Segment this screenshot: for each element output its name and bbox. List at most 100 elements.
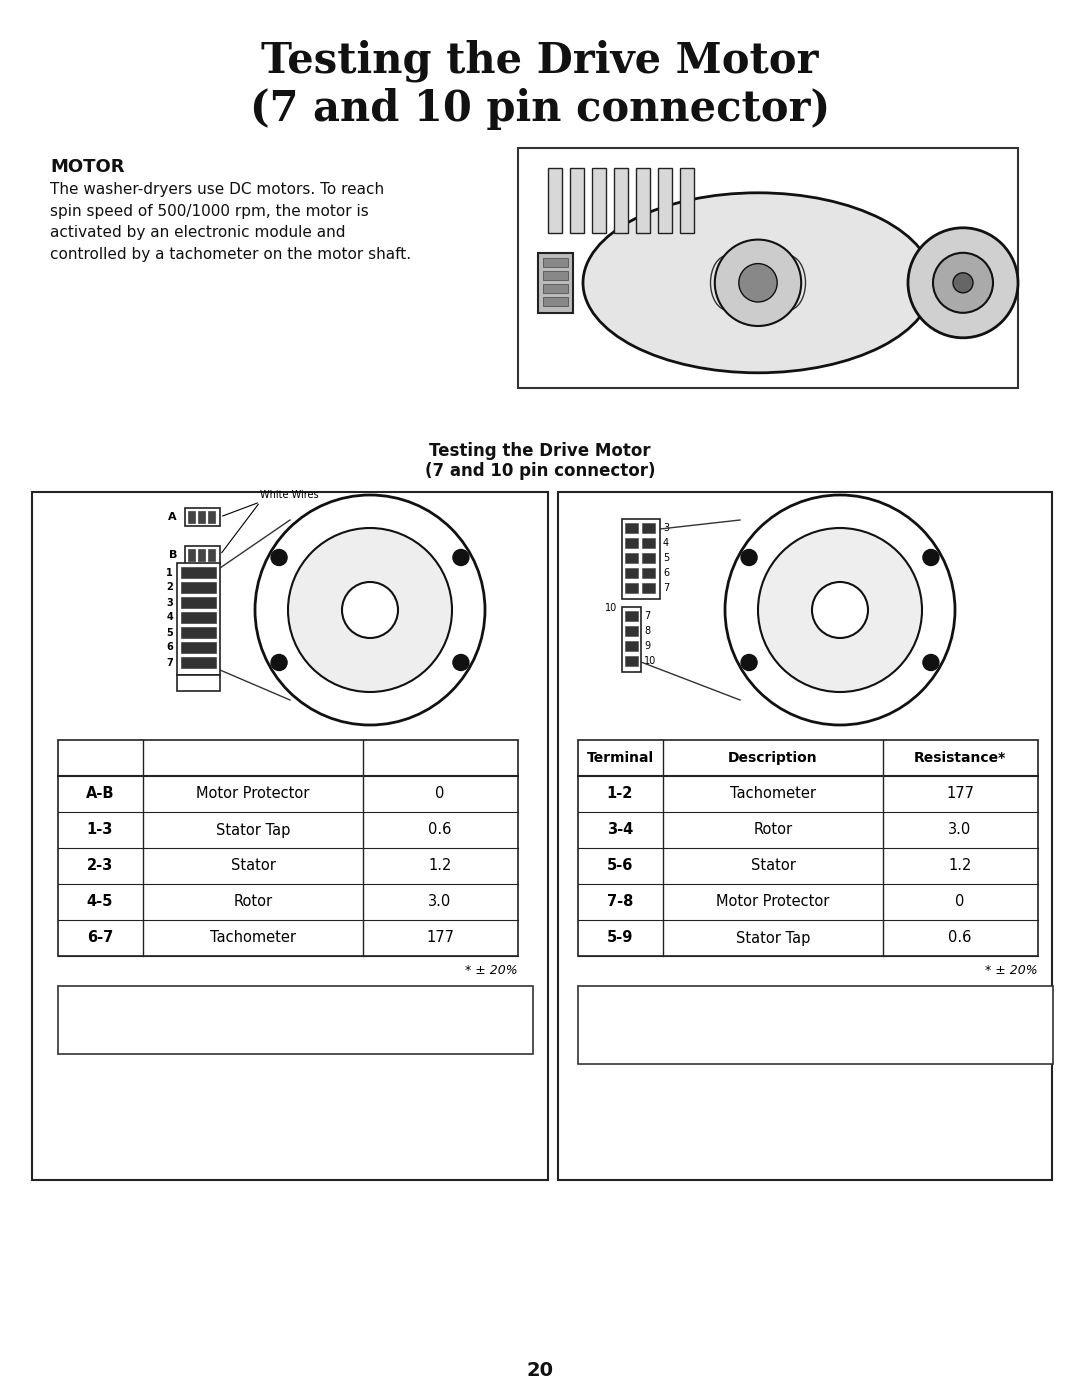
Bar	[181, 583, 216, 592]
Bar	[181, 567, 216, 578]
Bar	[32, 492, 548, 1180]
Bar	[625, 569, 638, 578]
Bar	[58, 986, 534, 1053]
Text: The washer-dryers use DC motors. To reach
spin speed of 500/1000 rpm, the motor : The washer-dryers use DC motors. To reac…	[50, 182, 411, 261]
Circle shape	[741, 655, 757, 671]
Bar	[208, 549, 215, 562]
Text: Tachometer: Tachometer	[210, 930, 296, 946]
Bar	[548, 168, 562, 233]
Text: MOTOR: MOTOR	[50, 158, 124, 176]
Bar	[622, 520, 660, 599]
Text: A: A	[168, 511, 177, 522]
Text: * ± 20%: * ± 20%	[465, 964, 518, 977]
Text: Terminal: Terminal	[67, 752, 134, 766]
Bar	[615, 168, 627, 233]
Circle shape	[271, 549, 287, 566]
Circle shape	[758, 528, 922, 692]
Text: 6-7: 6-7	[86, 930, 113, 946]
Text: 0: 0	[956, 894, 964, 909]
Bar	[181, 627, 216, 638]
Bar	[58, 740, 518, 956]
Bar	[680, 168, 694, 233]
Text: 1-2: 1-2	[607, 787, 633, 802]
Circle shape	[725, 495, 955, 725]
Text: White Wires: White Wires	[260, 490, 319, 500]
Text: Rotor: Rotor	[233, 894, 272, 909]
Text: 177: 177	[946, 787, 974, 802]
Text: Test for continuity at A-B. If not present, check for broken wire. Splice
broken: Test for continuity at A-B. If not prese…	[66, 995, 501, 1025]
Text: 7: 7	[166, 658, 173, 668]
Bar	[543, 258, 568, 267]
Bar	[578, 740, 1038, 956]
Text: 2-3: 2-3	[86, 859, 113, 873]
Text: 1: 1	[166, 567, 173, 577]
Text: 10: 10	[644, 657, 657, 666]
Text: 3.0: 3.0	[429, 894, 451, 909]
Bar	[642, 538, 654, 548]
Circle shape	[271, 655, 287, 671]
Bar	[188, 549, 195, 562]
Text: Tachometer: Tachometer	[730, 787, 816, 802]
Text: 3: 3	[166, 598, 173, 608]
Text: Rotor: Rotor	[754, 823, 793, 837]
Text: 4: 4	[663, 538, 670, 548]
Bar	[198, 549, 205, 562]
Bar	[181, 612, 216, 623]
Bar	[543, 271, 568, 279]
Bar	[558, 492, 1052, 1180]
Bar	[177, 675, 220, 692]
Text: 6: 6	[166, 643, 173, 652]
Bar	[58, 740, 518, 775]
Bar	[185, 509, 220, 527]
Text: Terminal: Terminal	[586, 752, 653, 766]
Bar	[181, 643, 216, 652]
Bar	[642, 553, 654, 563]
Text: 7-8: 7-8	[607, 894, 633, 909]
Bar	[642, 522, 654, 534]
Text: Description: Description	[208, 752, 298, 766]
Circle shape	[288, 528, 453, 692]
Text: 6: 6	[663, 569, 670, 578]
Bar	[570, 168, 584, 233]
Text: 4-5: 4-5	[86, 894, 113, 909]
Text: 5: 5	[166, 627, 173, 637]
Bar	[625, 553, 638, 563]
Text: 1-3: 1-3	[86, 823, 113, 837]
Bar	[543, 284, 568, 293]
Ellipse shape	[583, 193, 933, 373]
Circle shape	[453, 655, 469, 671]
Text: (7 and 10 pin connector): (7 and 10 pin connector)	[424, 462, 656, 481]
Circle shape	[342, 583, 399, 638]
Text: B: B	[168, 550, 177, 560]
Text: 5-9: 5-9	[607, 930, 633, 946]
Text: 9: 9	[644, 641, 650, 651]
Circle shape	[923, 549, 939, 566]
Text: Resistance*: Resistance*	[394, 752, 486, 766]
Text: 2: 2	[166, 583, 173, 592]
Circle shape	[908, 228, 1018, 338]
Bar	[642, 583, 654, 592]
Text: Stator: Stator	[751, 859, 796, 873]
Text: 1.2: 1.2	[948, 859, 972, 873]
Text: Motor Protector: Motor Protector	[197, 787, 310, 802]
Bar	[181, 657, 216, 668]
Text: 1.2: 1.2	[429, 859, 451, 873]
Text: 0.6: 0.6	[429, 823, 451, 837]
Bar	[625, 657, 638, 666]
Text: A-B: A-B	[85, 787, 114, 802]
Text: 8: 8	[644, 626, 650, 636]
Bar	[658, 168, 672, 233]
Bar	[625, 583, 638, 592]
Text: Stator Tap: Stator Tap	[216, 823, 291, 837]
Text: Testing the Drive Motor: Testing the Drive Motor	[261, 41, 819, 82]
Text: 3-4: 3-4	[607, 823, 633, 837]
Circle shape	[453, 549, 469, 566]
Text: 20: 20	[527, 1361, 554, 1379]
Bar	[185, 546, 220, 564]
Text: 3.0: 3.0	[948, 823, 972, 837]
Text: Motor Protector: Motor Protector	[716, 894, 829, 909]
Circle shape	[812, 583, 868, 638]
Text: To test run motor, connect an ac line cord to terminals 3 and 5.
Jumper terminal: To test run motor, connect an ac line co…	[586, 995, 994, 1044]
Circle shape	[741, 549, 757, 566]
Bar	[578, 986, 1053, 1065]
